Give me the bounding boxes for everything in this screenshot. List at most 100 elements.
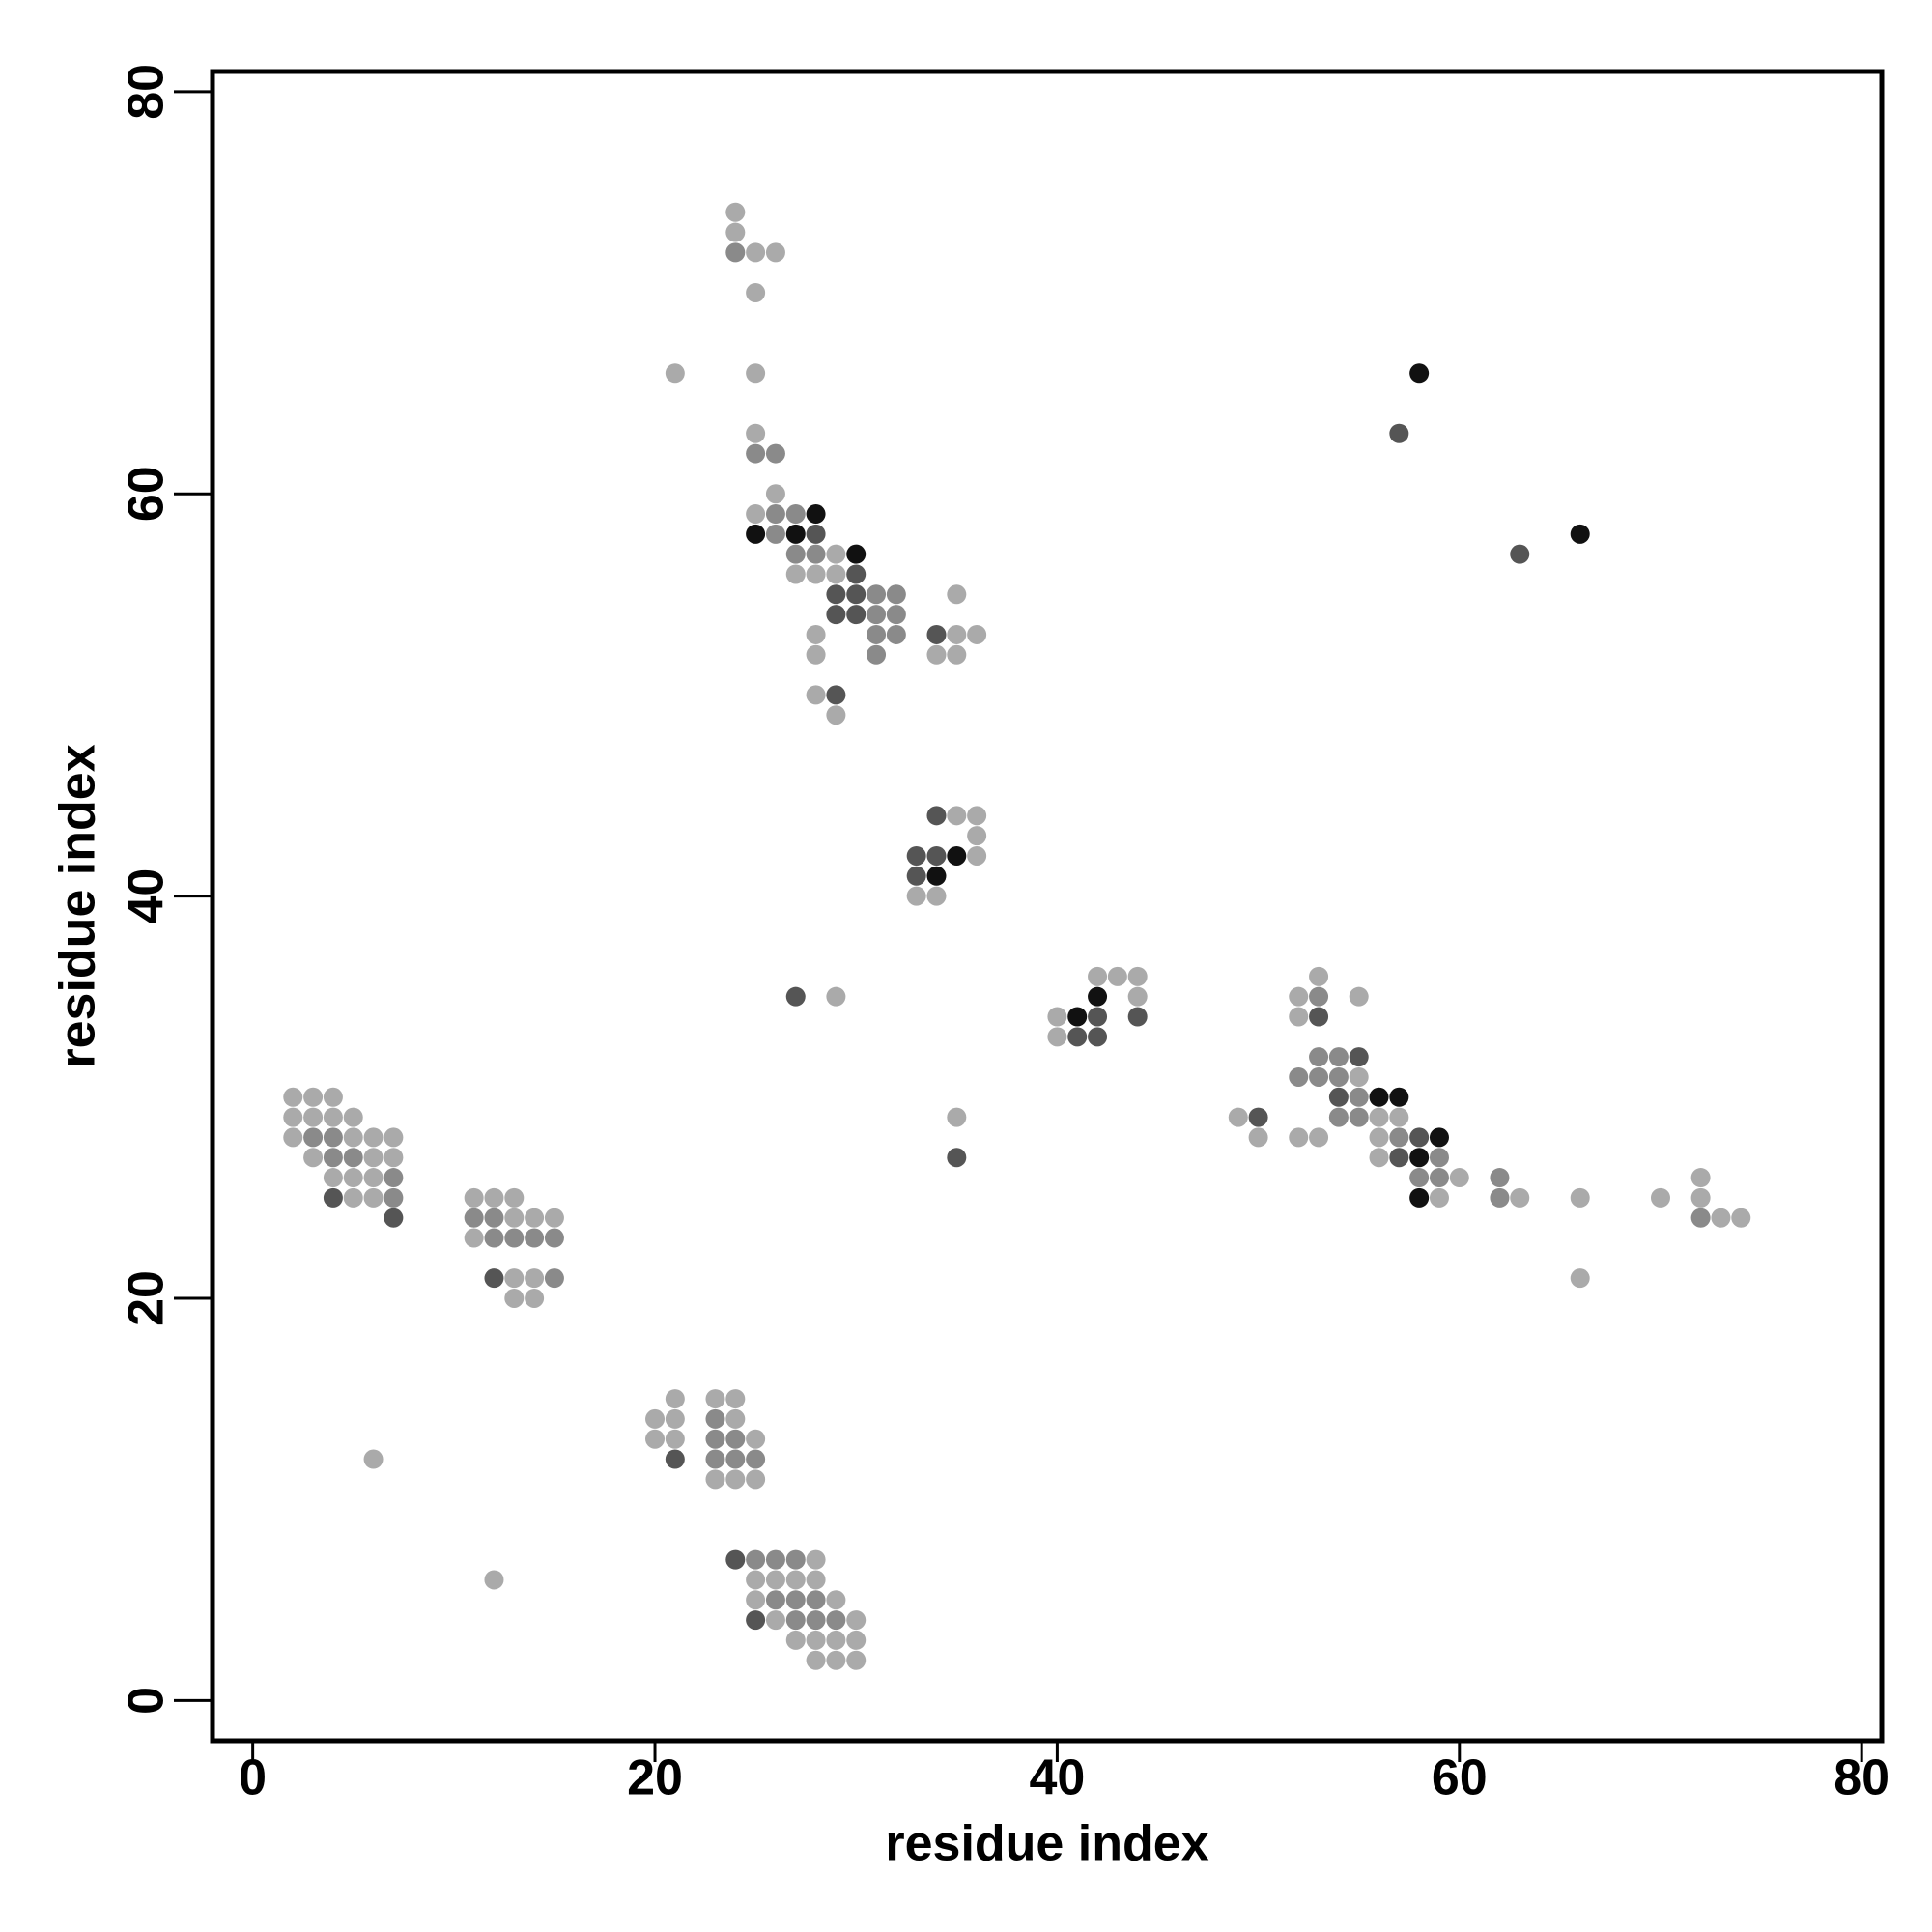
point — [343, 1148, 363, 1168]
point — [363, 1449, 384, 1469]
point — [303, 1087, 324, 1107]
point — [826, 544, 846, 564]
point — [1429, 1187, 1449, 1208]
point — [947, 845, 967, 866]
point — [826, 1610, 846, 1631]
point — [785, 564, 806, 584]
point — [544, 1268, 564, 1289]
point — [765, 524, 785, 544]
point — [1409, 1127, 1430, 1148]
point — [785, 986, 806, 1007]
point — [1731, 1208, 1751, 1228]
point — [926, 644, 947, 665]
point — [806, 685, 826, 705]
point — [303, 1127, 324, 1148]
y-tick-label: 0 — [119, 1687, 175, 1715]
x-tick-label: 40 — [1029, 1750, 1085, 1806]
point — [806, 544, 826, 564]
point — [746, 443, 766, 464]
point — [343, 1187, 363, 1208]
point — [1127, 966, 1148, 986]
point — [1328, 1087, 1349, 1107]
point — [1409, 1148, 1430, 1168]
point — [1349, 1066, 1369, 1087]
point — [765, 242, 785, 263]
point — [785, 1630, 806, 1650]
point — [1127, 1007, 1148, 1027]
point — [1389, 1127, 1409, 1148]
point — [1088, 966, 1108, 986]
point — [1409, 363, 1430, 384]
point — [484, 1228, 504, 1248]
point — [746, 1570, 766, 1590]
point — [1248, 1107, 1268, 1127]
point — [1248, 1127, 1268, 1148]
point — [947, 584, 967, 605]
point — [504, 1268, 525, 1289]
y-tick-label: 20 — [119, 1270, 175, 1326]
point — [283, 1087, 303, 1107]
point — [846, 1630, 867, 1650]
point — [1409, 1168, 1430, 1188]
x-tick-label: 0 — [239, 1750, 267, 1806]
point — [323, 1087, 343, 1107]
point — [826, 685, 846, 705]
point — [947, 1107, 967, 1127]
point — [343, 1107, 363, 1127]
point — [1349, 1107, 1369, 1127]
point — [504, 1288, 525, 1308]
point — [484, 1208, 504, 1228]
point — [504, 1208, 525, 1228]
point — [846, 1610, 867, 1631]
point — [1047, 1027, 1067, 1047]
point — [947, 806, 967, 826]
point — [765, 1590, 785, 1610]
point — [484, 1268, 504, 1289]
point — [1349, 1087, 1369, 1107]
point — [1309, 1007, 1329, 1027]
point — [926, 624, 947, 644]
point — [525, 1268, 545, 1289]
point — [1490, 1168, 1510, 1188]
point — [926, 845, 947, 866]
point — [886, 605, 906, 625]
point — [1289, 1007, 1309, 1027]
point — [384, 1187, 404, 1208]
point — [886, 584, 906, 605]
point — [725, 202, 746, 222]
point — [1328, 1047, 1349, 1067]
point — [1127, 986, 1148, 1007]
y-axis-title: residue index — [50, 744, 106, 1067]
point — [343, 1168, 363, 1188]
point — [1289, 1066, 1309, 1087]
point — [1328, 1107, 1349, 1127]
point — [746, 242, 766, 263]
point — [1228, 1107, 1248, 1127]
point — [926, 886, 947, 906]
point — [967, 624, 987, 644]
point — [785, 1570, 806, 1590]
point — [303, 1148, 324, 1168]
point — [725, 1389, 746, 1409]
point — [746, 504, 766, 525]
point — [1369, 1107, 1389, 1127]
point — [746, 1549, 766, 1570]
point — [725, 1469, 746, 1490]
point — [806, 1630, 826, 1650]
point — [504, 1187, 525, 1208]
point — [1429, 1127, 1449, 1148]
point — [806, 644, 826, 665]
point — [283, 1127, 303, 1148]
point — [384, 1127, 404, 1148]
point — [1409, 1187, 1430, 1208]
point — [867, 624, 887, 644]
point — [665, 1449, 685, 1469]
point — [1047, 1007, 1067, 1027]
point — [1389, 1087, 1409, 1107]
point — [1449, 1168, 1469, 1188]
point — [826, 705, 846, 725]
point — [746, 363, 766, 384]
point — [343, 1127, 363, 1148]
point — [785, 1610, 806, 1631]
